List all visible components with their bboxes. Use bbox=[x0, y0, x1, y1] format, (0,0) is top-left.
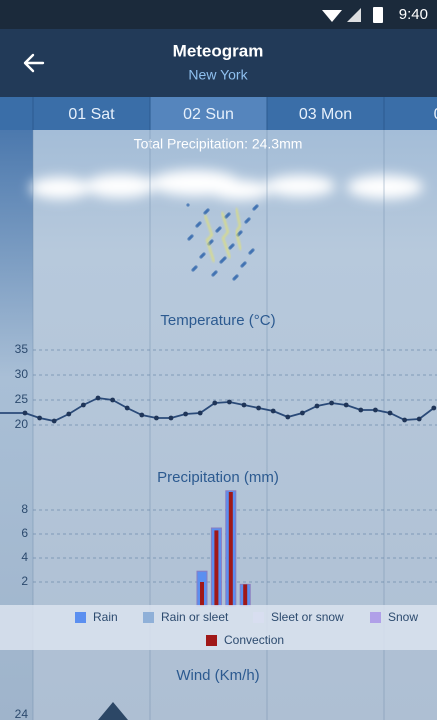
y-tick-label: 35 bbox=[15, 342, 29, 356]
back-button[interactable] bbox=[23, 53, 45, 73]
temperature-point bbox=[95, 395, 101, 401]
rain-drop bbox=[186, 203, 190, 207]
legend-band bbox=[0, 605, 437, 650]
legend-swatch bbox=[143, 612, 154, 623]
temperature-point bbox=[197, 410, 203, 416]
temperature-line bbox=[0, 397, 435, 422]
temperature-point bbox=[22, 410, 28, 416]
rain-drop bbox=[215, 229, 219, 233]
temperature-point bbox=[402, 417, 407, 423]
clouds bbox=[30, 170, 423, 200]
temperature-point bbox=[227, 399, 232, 405]
precipitation-bar bbox=[228, 492, 233, 606]
temperature-point bbox=[241, 402, 247, 408]
chart-title: Wind (Km/h) bbox=[176, 667, 259, 684]
legend-label: Snow bbox=[388, 610, 418, 624]
screen-subtitle: New York bbox=[188, 67, 248, 83]
temperature-point bbox=[183, 411, 189, 417]
day-tab[interactable] bbox=[33, 97, 150, 130]
rain-drop bbox=[252, 207, 256, 211]
rain-drop bbox=[195, 224, 199, 228]
temperature-point bbox=[37, 415, 42, 421]
y-tick-label: 2 bbox=[21, 574, 28, 588]
day-tab[interactable] bbox=[150, 97, 267, 130]
day-tab-label: 01 Sat bbox=[68, 106, 115, 123]
temperature-point bbox=[256, 405, 261, 411]
legend-label: Rain or sleet bbox=[161, 610, 229, 624]
lightning bbox=[235, 207, 242, 251]
y-tick-label: 24 bbox=[15, 707, 29, 720]
day-tab-label: 03 Mon bbox=[299, 106, 352, 123]
rain-drop bbox=[191, 268, 195, 272]
temperature-point bbox=[124, 405, 130, 411]
precipitation-bar bbox=[214, 530, 219, 606]
temperature-point bbox=[110, 397, 115, 403]
signal-icon bbox=[347, 8, 361, 22]
rain-drop bbox=[228, 246, 232, 250]
y-tick-label: 30 bbox=[15, 367, 29, 381]
temperature-point bbox=[270, 408, 276, 414]
wifi-icon bbox=[322, 10, 342, 22]
total-precipitation: Total Precipitation: 24.3mm bbox=[134, 136, 303, 152]
temperature-point bbox=[139, 412, 145, 418]
rain-drop bbox=[199, 255, 203, 259]
temperature-point bbox=[168, 415, 174, 421]
screen-title: Meteogram bbox=[173, 41, 264, 60]
battery-icon bbox=[373, 7, 383, 23]
lightning bbox=[204, 214, 215, 263]
y-tick-label: 4 bbox=[21, 550, 28, 564]
temperature-point bbox=[431, 405, 437, 411]
status-bar bbox=[0, 0, 437, 29]
legend-swatch bbox=[370, 612, 381, 623]
y-tick-label: 25 bbox=[15, 392, 29, 406]
chart-title: Precipitation (mm) bbox=[157, 469, 279, 486]
legend-label: Rain bbox=[93, 610, 118, 624]
rain-drop bbox=[203, 211, 207, 215]
rain-drop bbox=[211, 273, 215, 277]
day-tab-label: 04 bbox=[434, 106, 437, 123]
legend-swatch bbox=[206, 635, 217, 646]
rain-drop bbox=[219, 260, 223, 264]
temperature-point bbox=[285, 414, 291, 420]
temperature-point bbox=[154, 415, 159, 421]
temperature-point bbox=[314, 403, 320, 409]
temperature-point bbox=[51, 418, 57, 424]
temperature-point bbox=[416, 416, 422, 422]
rain-drop bbox=[248, 251, 252, 255]
rain-drop bbox=[232, 277, 236, 281]
temperature-point bbox=[358, 407, 364, 413]
y-tick-label: 6 bbox=[21, 526, 28, 540]
temperature-point bbox=[66, 411, 72, 417]
lightning bbox=[221, 211, 231, 259]
wind-shape bbox=[98, 702, 128, 720]
rain-drop bbox=[244, 220, 248, 224]
status-time: 9:40 bbox=[399, 6, 428, 23]
y-tick-label: 8 bbox=[21, 502, 28, 516]
legend-label: Convection bbox=[224, 633, 284, 647]
day-tab-label: 02 Sun bbox=[183, 106, 234, 123]
precipitation-bar bbox=[200, 582, 204, 606]
temperature-point bbox=[329, 400, 334, 406]
app-bar bbox=[0, 29, 437, 97]
rain-drop bbox=[187, 237, 191, 241]
precipitation-bar bbox=[243, 584, 248, 606]
chart-title: Temperature (°C) bbox=[160, 312, 275, 329]
rain-icon bbox=[186, 203, 259, 281]
temperature-point bbox=[373, 407, 378, 413]
day-tab[interactable] bbox=[267, 97, 384, 130]
temperature-point bbox=[212, 400, 218, 406]
y-tick-label: 20 bbox=[15, 417, 29, 431]
rain-drop bbox=[240, 264, 244, 268]
temperature-point bbox=[343, 402, 349, 408]
legend-swatch bbox=[253, 612, 264, 623]
day-tab[interactable] bbox=[384, 97, 437, 130]
rain-drop bbox=[224, 215, 228, 219]
temperature-point bbox=[81, 402, 86, 408]
temperature-point bbox=[387, 410, 393, 416]
temperature-point bbox=[300, 410, 305, 416]
legend-label: Sleet or snow bbox=[271, 610, 344, 624]
legend-swatch bbox=[75, 612, 86, 623]
